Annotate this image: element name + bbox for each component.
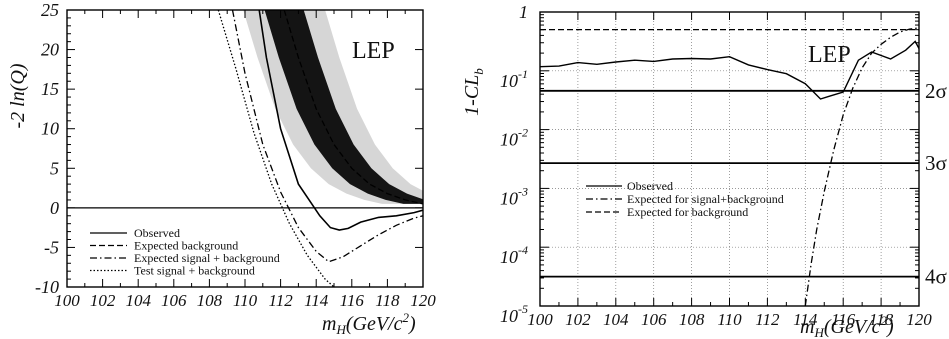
left-x-tick-label: 116 xyxy=(340,291,365,310)
right-annotation: LEP xyxy=(808,42,851,68)
right-y-tick-exp: -4 xyxy=(518,243,528,257)
right-y-tick-label: 10-4 xyxy=(500,243,528,267)
right-x-axis-label: mH(GeV/c2) xyxy=(800,313,894,339)
left-x-tick-label: 100 xyxy=(54,291,80,310)
right-legend-label: Observed xyxy=(627,179,673,193)
left-y-tick-label: 25 xyxy=(41,0,59,20)
right-x-axis-label-rest: (GeV/c xyxy=(824,316,881,338)
right-y-tick-base: 10 xyxy=(500,188,518,208)
right-y-axis-label-sub: b xyxy=(471,68,486,75)
left-x-tick-label: 102 xyxy=(90,291,116,310)
left-x-axis-label-sub: H xyxy=(335,322,346,337)
right-y-tick-label: 10-3 xyxy=(500,184,528,208)
left-x-tick-label: 118 xyxy=(375,291,400,310)
right-y-tick-exp: -5 xyxy=(518,302,528,316)
right-y-tick-exp: -3 xyxy=(518,184,528,198)
left-x-axis-label-rest: (GeV/c xyxy=(346,313,403,335)
left-series-line-3 xyxy=(217,10,335,287)
left-x-tick-label: 112 xyxy=(268,291,293,310)
band-1sigma xyxy=(264,10,423,204)
right-x-tick-label: 120 xyxy=(906,310,932,329)
right-series-line-0 xyxy=(540,40,919,100)
left-x-tick-label: 114 xyxy=(304,291,329,310)
left-series-line-1 xyxy=(283,10,423,205)
right-x-tick-label: 118 xyxy=(869,310,894,329)
left-y-tick-label: 15 xyxy=(41,79,59,99)
left-y-tick-label: 0 xyxy=(50,198,59,218)
sigma-label: 2σ xyxy=(925,79,947,103)
right-chart: 100 102 104 106 108 110 112 114 116 118 120110-110… xyxy=(461,2,947,339)
left-x-axis-label-sup: 2 xyxy=(402,310,409,325)
left-y-tick-label: 20 xyxy=(41,40,59,60)
left-series-line-0 xyxy=(258,10,423,231)
left-plot-area xyxy=(67,10,423,287)
right-y-tick-base: 10 xyxy=(500,306,518,326)
right-series-line-1 xyxy=(804,27,919,306)
right-y-tick-label: 10-2 xyxy=(500,126,528,150)
right-x-axis-label-main: m xyxy=(800,316,814,338)
left-legend-label: Test signal + background xyxy=(134,264,255,278)
left-x-axis-label: mH(GeV/c2) xyxy=(322,310,416,337)
right-y-tick-label: 10-5 xyxy=(500,302,528,326)
right-x-tick-label: 108 xyxy=(679,310,705,329)
left-x-tick-label: 110 xyxy=(233,291,258,310)
right-x-tick-label: 114 xyxy=(793,310,818,329)
left-y-tick-label: 5 xyxy=(50,158,59,178)
left-x-axis-label-main: m xyxy=(322,313,336,335)
right-x-tick-label: 100 xyxy=(527,310,553,329)
right-x-axis-label-sub: H xyxy=(813,325,824,339)
sigma-label: 3σ xyxy=(925,151,947,175)
left-legend-label: Expected background xyxy=(134,239,238,253)
left-x-tick-label: 108 xyxy=(197,291,223,310)
left-legend-label: Expected signal + background xyxy=(134,251,280,265)
left-y-axis-label: -2 ln(Q) xyxy=(7,63,29,128)
left-annotation: LEP xyxy=(352,38,395,64)
right-y-tick-label: 10-1 xyxy=(500,67,528,91)
left-y-tick-label: -5 xyxy=(44,237,59,257)
right-x-axis-label-sup: 2 xyxy=(880,313,887,328)
right-y-axis-label-main: 1-CL xyxy=(461,75,483,116)
right-x-tick-label: 102 xyxy=(565,310,591,329)
left-series-line-2 xyxy=(231,10,423,263)
right-y-tick-exp: -2 xyxy=(518,126,528,140)
right-x-tick-label: 104 xyxy=(603,310,629,329)
left-chart: 100 102 104 106 108 110 112 114 116 118 1202520151… xyxy=(7,0,436,337)
right-y-tick-exp: -1 xyxy=(518,67,528,81)
left-x-axis-label-end: ) xyxy=(408,313,416,335)
right-legend-label: Expected for background xyxy=(627,205,748,219)
right-y-tick-label: 1 xyxy=(519,2,528,22)
right-x-tick-label: 112 xyxy=(755,310,780,329)
right-x-tick-label: 106 xyxy=(641,310,667,329)
left-legend-label: Observed xyxy=(134,226,180,240)
left-x-tick-label: 106 xyxy=(161,291,187,310)
right-y-axis-label: 1-CLb xyxy=(461,68,486,116)
right-y-tick-base: 10 xyxy=(500,130,518,150)
right-legend-label: Expected for signal+background xyxy=(627,192,784,206)
right-x-tick-label: 110 xyxy=(717,310,742,329)
right-y-tick-base: 10 xyxy=(500,247,518,267)
right-plot-area xyxy=(540,12,919,306)
left-y-tick-label: -10 xyxy=(35,277,59,297)
right-x-axis-label-end: ) xyxy=(886,316,894,338)
left-x-tick-label: 104 xyxy=(125,291,151,310)
right-x-tick-label: 116 xyxy=(831,310,856,329)
left-y-tick-label: 10 xyxy=(41,119,59,139)
left-x-tick-label: 120 xyxy=(410,291,436,310)
right-y-tick-base: 10 xyxy=(500,71,518,91)
sigma-label: 4σ xyxy=(925,265,947,289)
